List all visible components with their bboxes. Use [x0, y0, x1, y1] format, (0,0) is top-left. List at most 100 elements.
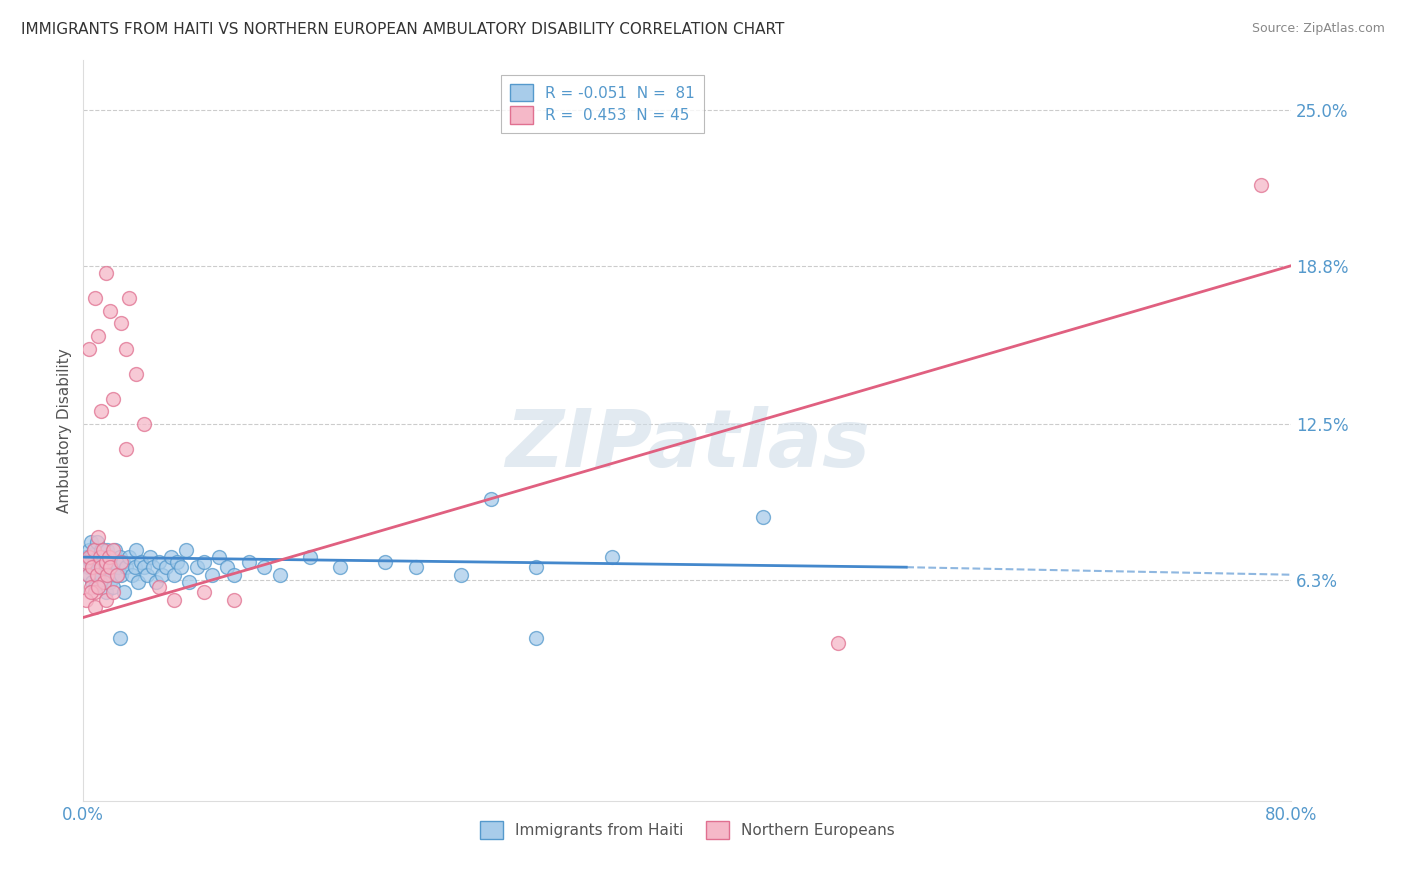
Point [83, 542, 105, 557]
Point [76, 560, 98, 574]
Point [450, 567, 472, 582]
Point [121, 567, 143, 582]
Point [100, 575, 122, 590]
Point [600, 550, 623, 565]
Point [104, 542, 127, 557]
Point [138, 550, 160, 565]
Point [93, 575, 115, 590]
Point [105, 567, 128, 582]
Point [125, 542, 148, 557]
Point [374, 555, 396, 569]
Text: ZIPatlas: ZIPatlas [505, 406, 870, 484]
Point [82, 575, 104, 590]
Point [224, 592, 246, 607]
Point [238, 555, 260, 569]
Point [86, 567, 108, 582]
Point [83, 560, 105, 574]
Point [170, 560, 193, 574]
Point [148, 580, 170, 594]
Point [103, 392, 125, 406]
Point [87, 560, 110, 574]
Point [96, 542, 118, 557]
Point [114, 560, 136, 574]
Point [524, 560, 547, 574]
Point [132, 560, 155, 574]
Point [129, 555, 152, 569]
Point [80, 580, 103, 594]
Point [75, 592, 97, 607]
Point [76, 567, 98, 582]
Point [89, 575, 111, 590]
Point [166, 555, 188, 569]
Point [79, 567, 101, 582]
Point [298, 550, 321, 565]
Point [90, 542, 112, 557]
Point [80, 585, 103, 599]
Point [79, 542, 101, 557]
Point [91, 560, 114, 574]
Point [107, 560, 129, 574]
Point [90, 567, 112, 582]
Point [125, 367, 148, 381]
Point [145, 575, 167, 590]
Point [150, 567, 173, 582]
Legend: Immigrants from Haiti, Northern Europeans: Immigrants from Haiti, Northern European… [474, 815, 901, 845]
Point [174, 542, 197, 557]
Point [87, 329, 110, 343]
Point [100, 550, 122, 565]
Point [84, 552, 107, 566]
Point [84, 585, 107, 599]
Point [86, 535, 108, 549]
Point [103, 542, 125, 557]
Point [752, 510, 775, 524]
Point [108, 631, 131, 645]
Point [124, 560, 146, 574]
Point [100, 304, 122, 318]
Point [83, 542, 105, 557]
Point [110, 567, 132, 582]
Point [103, 585, 125, 599]
Point [75, 555, 97, 569]
Point [114, 342, 136, 356]
Point [117, 291, 139, 305]
Point [89, 550, 111, 565]
Point [148, 555, 170, 569]
Point [87, 580, 110, 594]
Point [208, 550, 231, 565]
Point [110, 555, 132, 569]
Point [163, 567, 186, 582]
Point [135, 567, 157, 582]
Point [108, 550, 131, 565]
Point [114, 442, 136, 456]
Point [94, 266, 117, 280]
Point [79, 550, 101, 565]
Point [163, 592, 186, 607]
Point [193, 555, 215, 569]
Point [215, 560, 238, 574]
Point [96, 567, 118, 582]
Point [117, 550, 139, 565]
Point [93, 550, 115, 565]
Point [127, 575, 149, 590]
Point [103, 580, 125, 594]
Point [177, 575, 200, 590]
Point [112, 585, 135, 599]
Point [84, 291, 107, 305]
Point [94, 592, 117, 607]
Point [253, 560, 276, 574]
Point [193, 585, 215, 599]
Point [155, 560, 177, 574]
Point [84, 600, 107, 615]
Point [110, 317, 132, 331]
Point [142, 560, 165, 574]
Point [524, 631, 547, 645]
Point [105, 567, 128, 582]
Point [80, 555, 103, 569]
Point [97, 555, 120, 569]
Point [86, 567, 108, 582]
Point [101, 567, 124, 582]
Point [80, 535, 103, 549]
Point [87, 530, 110, 544]
Point [827, 635, 849, 649]
Point [89, 555, 111, 569]
